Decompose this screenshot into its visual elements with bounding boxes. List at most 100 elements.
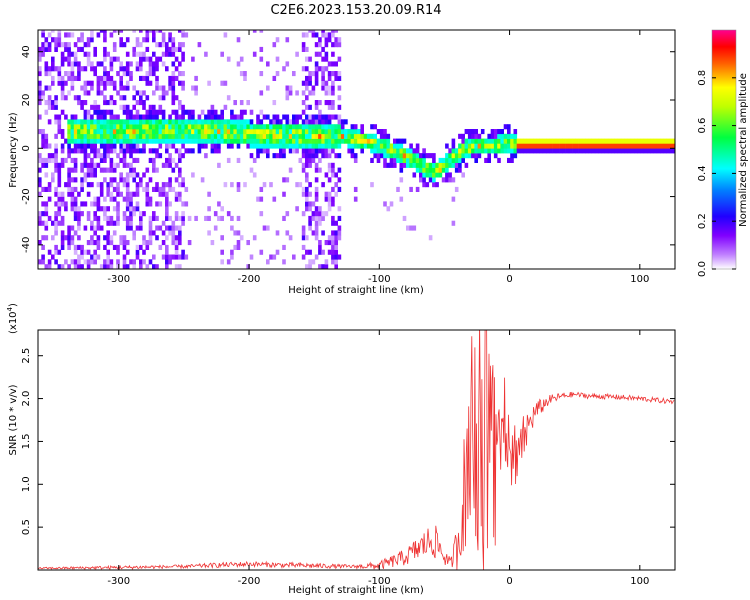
heatmap-cell (96, 75, 101, 81)
heatmap-cell (106, 182, 110, 188)
heatmap-cell (217, 133, 221, 139)
heatmap-cell (109, 133, 114, 139)
heatmap-cell (168, 157, 172, 163)
heatmap-cell (132, 85, 136, 91)
heatmap-cell (148, 157, 153, 163)
heatmap-cell (275, 138, 280, 144)
heatmap-cell (490, 129, 495, 135)
heatmap-cell (77, 235, 81, 241)
heatmap-cell (152, 138, 156, 144)
heatmap-cell (129, 172, 133, 178)
heatmap-cell (513, 138, 518, 144)
heatmap-cell (132, 51, 136, 57)
heatmap-cell (171, 124, 176, 130)
heatmap-cell (252, 235, 257, 241)
heatmap-cell (239, 114, 244, 120)
heatmap-cell (67, 46, 71, 52)
heatmap-cell (77, 254, 81, 260)
heatmap-cell (308, 220, 312, 226)
heatmap-cell (93, 249, 97, 255)
heatmap-cell (51, 80, 55, 86)
heatmap-cell (321, 80, 325, 86)
heatmap-cell (132, 177, 136, 183)
heatmap-cell (542, 148, 547, 154)
heatmap-cell (262, 148, 267, 154)
heatmap-cell (47, 119, 52, 125)
heatmap-cell (350, 143, 355, 149)
heatmap-cell (158, 201, 163, 207)
heatmap-cell (301, 138, 306, 144)
heatmap-cell (158, 225, 163, 231)
heatmap-cell (165, 259, 169, 265)
heatmap-cell (308, 157, 312, 163)
heatmap-cell (249, 153, 254, 159)
heatmap-cell (54, 100, 58, 106)
heatmap-cell (207, 124, 211, 130)
heatmap-cell (67, 225, 71, 231)
heatmap-cell (152, 167, 156, 173)
heatmap-cell (233, 114, 237, 120)
heatmap-cell (301, 119, 306, 125)
heatmap-cell (178, 254, 182, 260)
heatmap-cell (44, 71, 49, 77)
heatmap-cell (99, 206, 104, 212)
heatmap-cell (165, 254, 169, 260)
heatmap-cell (83, 80, 88, 86)
heatmap-cell (275, 249, 280, 255)
heatmap-cell (220, 119, 224, 125)
heatmap-cell (305, 177, 309, 183)
heatmap-cell (438, 167, 443, 173)
heatmap-cell (383, 153, 387, 159)
heatmap-cell (181, 129, 185, 135)
heatmap-cell (585, 148, 589, 154)
heatmap-cell (425, 172, 430, 178)
heatmap-cell (598, 148, 602, 154)
heatmap-cell (135, 186, 140, 192)
heatmap-cell (86, 172, 91, 178)
heatmap-cell (598, 138, 602, 144)
heatmap-cell (318, 240, 322, 246)
heatmap-cell (497, 157, 501, 163)
heatmap-cell (93, 153, 97, 159)
heatmap-cell (324, 42, 329, 48)
heatmap-cell (331, 249, 335, 255)
heatmap-cell (197, 114, 202, 120)
heatmap-cell (301, 148, 306, 154)
heatmap-cell (73, 167, 78, 173)
heatmap-cell (409, 225, 413, 231)
heatmap-cell (44, 85, 49, 91)
heatmap-cell (70, 201, 75, 207)
heatmap-cell (83, 225, 88, 231)
heatmap-cell (311, 129, 316, 135)
heatmap-cell (630, 148, 635, 154)
heatmap-cell (184, 254, 189, 260)
heatmap-cell (139, 129, 143, 135)
heatmap-cell (298, 138, 303, 144)
heatmap-cell (77, 148, 81, 154)
heatmap-cell (67, 148, 71, 154)
heatmap-cell (174, 56, 179, 62)
heatmap-cell (357, 143, 361, 149)
heatmap-cell (41, 51, 45, 57)
heatmap-cell (165, 138, 169, 144)
heatmap-cell (122, 109, 127, 115)
heatmap-cell (119, 66, 123, 72)
heatmap-cell (38, 240, 42, 246)
heatmap-cell (327, 201, 332, 207)
heatmap-cell (168, 51, 172, 57)
heatmap-cell (311, 138, 316, 144)
heatmap-cell (324, 240, 329, 246)
heatmap-cell (243, 124, 247, 130)
heatmap-cell (93, 211, 97, 217)
heatmap-cell (80, 264, 84, 269)
heatmap-cell (165, 90, 169, 96)
heatmap-cell (70, 32, 75, 38)
heatmap-cell (220, 51, 224, 57)
heatmap-cell (285, 177, 290, 183)
heatmap-cell (125, 162, 130, 168)
heatmap-cell (458, 133, 462, 139)
heatmap-cell (327, 167, 332, 173)
heatmap-cell (233, 129, 237, 135)
snr-y-axis-label: SNR (10 * v/v) (8, 384, 19, 455)
heatmap-cell (217, 201, 221, 207)
